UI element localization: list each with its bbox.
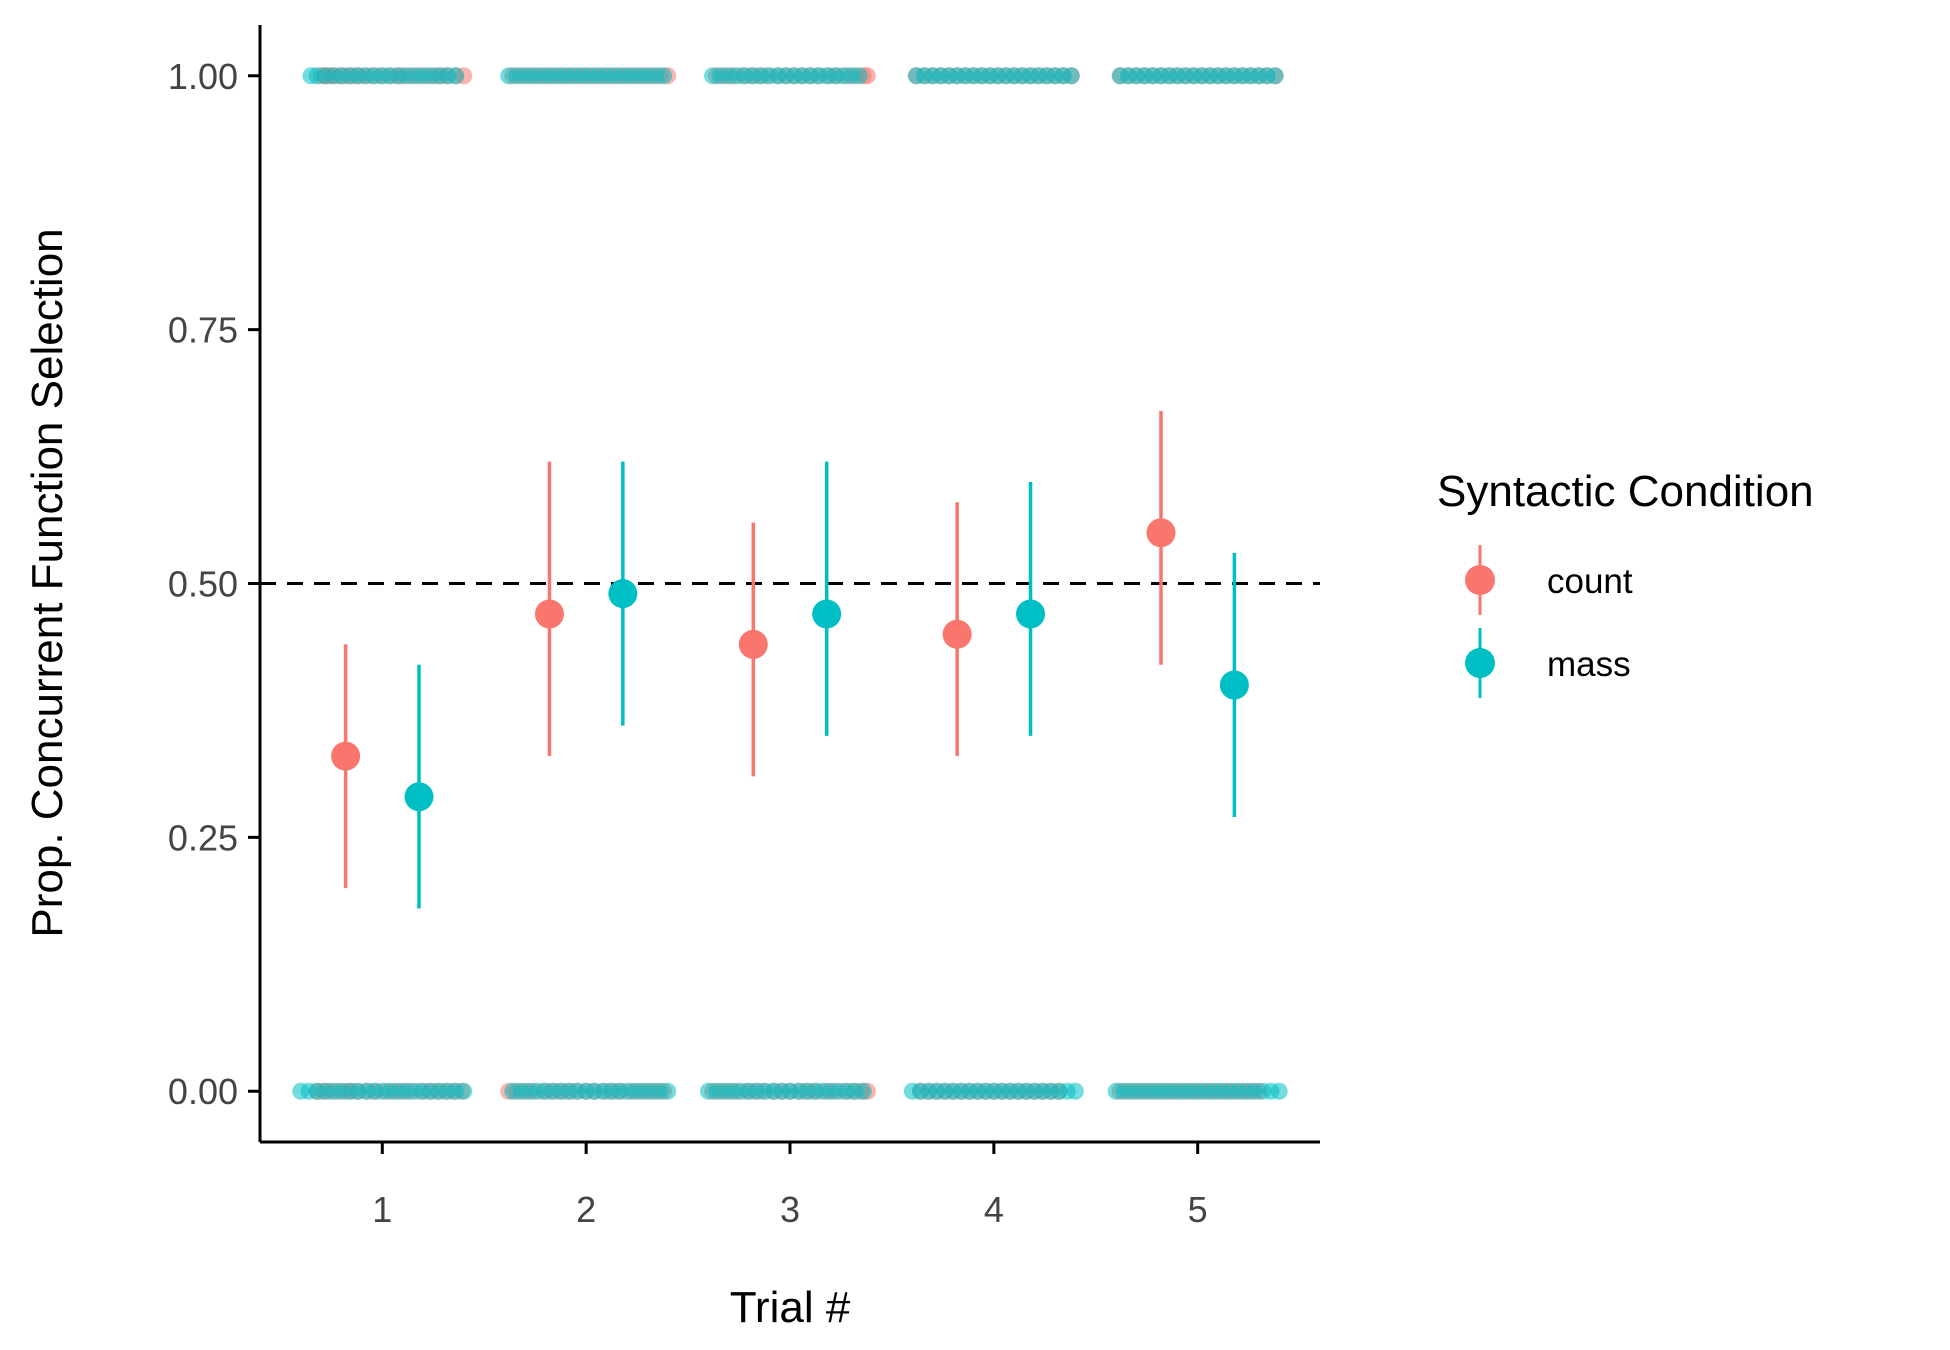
legend-label-mass: mass xyxy=(1547,645,1631,684)
mean-point-mass xyxy=(1016,599,1046,629)
legend-item-count: count xyxy=(1465,545,1633,615)
raw-point-mass xyxy=(659,1082,677,1100)
raw-point-mass xyxy=(854,1082,872,1100)
raw-point-mass xyxy=(1266,67,1284,85)
y-tick-label: 0.25 xyxy=(168,817,238,858)
x-tick-label: 1 xyxy=(372,1189,392,1230)
legend-key-mass-dot xyxy=(1465,648,1495,678)
raw-point-mass xyxy=(1270,1082,1288,1100)
raw-point-mass xyxy=(850,67,868,85)
y-ticks: 0.00 0.25 0.50 0.75 1.00 xyxy=(168,56,260,1112)
mean-point-count xyxy=(534,599,564,629)
legend: Syntactic Condition count mass xyxy=(1437,467,1814,698)
raw-point-mass xyxy=(447,67,465,85)
raw-point-mass xyxy=(455,1082,473,1100)
x-tick-label: 3 xyxy=(780,1189,800,1230)
x-tick-label: 4 xyxy=(984,1189,1004,1230)
raw-point-mass xyxy=(655,67,673,85)
raw-point-mass xyxy=(1062,67,1080,85)
mean-point-mass xyxy=(404,782,434,812)
mean-point-count xyxy=(942,619,972,649)
legend-label-count: count xyxy=(1547,562,1633,601)
raw-points-layer xyxy=(292,67,1288,1100)
legend-item-mass: mass xyxy=(1465,628,1631,698)
legend-title: Syntactic Condition xyxy=(1437,467,1814,516)
x-ticks: 1 2 3 4 5 xyxy=(372,1142,1208,1230)
y-axis-title: Prop. Concurrent Function Selection xyxy=(23,228,72,937)
mean-point-mass xyxy=(1219,670,1249,700)
y-tick-label: 1.00 xyxy=(168,56,238,97)
mean-point-count xyxy=(1146,518,1176,548)
mean-point-mass xyxy=(608,579,638,609)
x-tick-label: 5 xyxy=(1188,1189,1208,1230)
legend-key-count-dot xyxy=(1465,565,1495,595)
y-tick-label: 0.00 xyxy=(168,1071,238,1112)
y-tick-label: 0.50 xyxy=(168,564,238,605)
x-axis-title: Trial # xyxy=(730,1283,851,1332)
x-tick-label: 2 xyxy=(576,1189,596,1230)
raw-point-mass xyxy=(1066,1082,1084,1100)
mean-point-mass xyxy=(812,599,842,629)
mean-point-count xyxy=(331,741,361,771)
mean-point-count xyxy=(738,629,768,659)
y-tick-label: 0.75 xyxy=(168,310,238,351)
summary-layer xyxy=(331,410,1249,909)
